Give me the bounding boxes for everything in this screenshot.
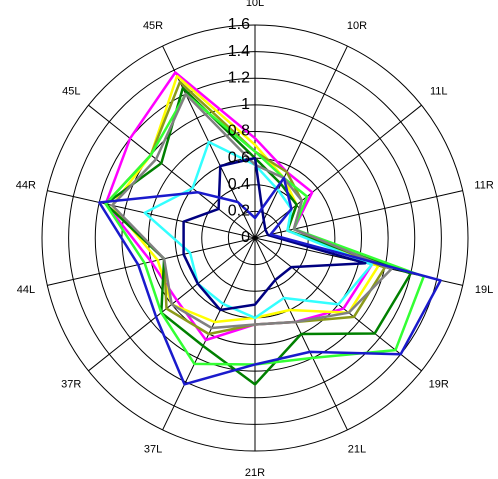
- spoke: [254, 45, 348, 239]
- series-line: [104, 86, 412, 386]
- series-line: [110, 92, 393, 330]
- category-label: 19R: [429, 378, 449, 390]
- series-line: [182, 156, 367, 312]
- r-tick-label: 0.6: [228, 149, 250, 166]
- category-label: 44L: [17, 284, 35, 296]
- category-label: 11R: [474, 180, 493, 192]
- r-tick-label: 0.2: [228, 203, 250, 220]
- category-label: 19L: [475, 284, 493, 296]
- r-tick-label: 0.8: [228, 123, 250, 140]
- spoke: [47, 190, 256, 239]
- category-label: 44R: [16, 180, 36, 192]
- category-label: 21L: [348, 444, 366, 456]
- series-line: [98, 176, 442, 386]
- r-tick-label: 1: [241, 96, 250, 113]
- category-label: 11L: [430, 85, 448, 97]
- category-label: 45R: [143, 20, 163, 32]
- category-label: 37R: [61, 378, 81, 390]
- r-tick-label: 1.6: [228, 16, 250, 33]
- r-tick-label: 1.2: [228, 69, 250, 86]
- series-line: [143, 140, 374, 320]
- category-label: 10L: [246, 0, 264, 9]
- category-label: 37L: [144, 444, 162, 456]
- r-tick-label: 0: [241, 229, 250, 246]
- category-label: 10R: [347, 20, 367, 32]
- r-tick-label: 0.4: [228, 176, 250, 193]
- spoke: [254, 104, 422, 239]
- category-label: 45L: [62, 85, 80, 97]
- category-label: 21R: [245, 467, 265, 479]
- spoke: [88, 104, 256, 239]
- r-tick-label: 1.4: [228, 43, 250, 60]
